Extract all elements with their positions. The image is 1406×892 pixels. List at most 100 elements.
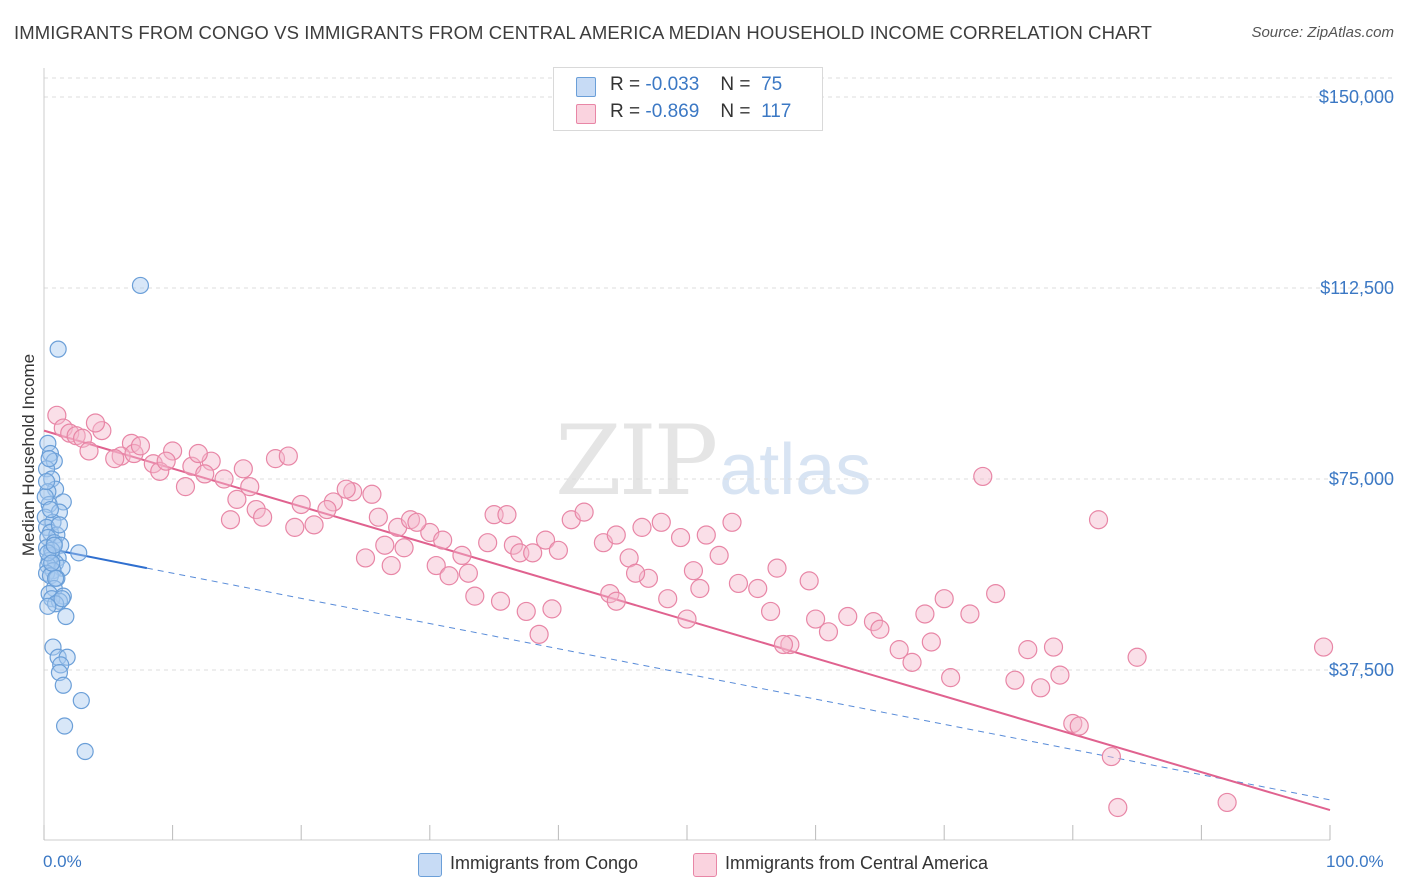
point-central-america (600, 583, 620, 604)
point-central-america (523, 543, 543, 563)
point-congo (49, 340, 67, 358)
point-congo (44, 638, 62, 656)
point-central-america (465, 586, 485, 606)
correlation-legend: R = -0.033 N = 75 R = -0.869 N = 117 (553, 67, 823, 131)
point-central-america (1108, 797, 1128, 818)
point-central-america (767, 558, 787, 578)
point-congo (39, 434, 57, 452)
point-central-america (233, 459, 253, 479)
point-congo (37, 460, 56, 478)
series-congo (36, 276, 150, 761)
point-central-america (1101, 746, 1121, 767)
point-central-america (889, 640, 909, 660)
legend-swatch-central-america (693, 853, 717, 877)
point-central-america (606, 525, 626, 545)
point-central-america (1069, 716, 1089, 736)
point-central-america (696, 525, 716, 545)
x-tick-label-max: 100.0% (1326, 852, 1384, 871)
point-central-america (291, 494, 311, 515)
point-central-america (902, 652, 922, 672)
point-congo (50, 516, 69, 534)
point-congo (37, 472, 56, 491)
point-congo (36, 488, 54, 506)
point-central-america (818, 622, 839, 642)
point-central-america (915, 604, 935, 624)
point-central-america (921, 632, 941, 652)
point-central-america (175, 477, 196, 497)
point-congo (40, 450, 58, 468)
point-central-america (188, 443, 208, 464)
point-central-america (658, 589, 678, 609)
point-central-america (92, 421, 112, 441)
point-central-america (130, 436, 151, 456)
point-congo (46, 569, 65, 587)
point-central-america (780, 634, 800, 655)
trendline-central-america (43, 429, 1331, 812)
point-central-america (195, 464, 215, 484)
y-tick-label: $112,500 (1320, 278, 1394, 298)
point-central-america (986, 583, 1006, 604)
legend-n-label: N = (720, 101, 751, 122)
point-central-america (85, 413, 106, 433)
point-central-america (863, 612, 884, 632)
point-central-america (638, 568, 659, 588)
point-congo (53, 590, 71, 608)
point-central-america (516, 601, 536, 622)
point-central-america (683, 561, 704, 581)
point-central-america (709, 545, 729, 566)
point-central-america (375, 535, 395, 555)
point-central-america (1217, 792, 1237, 813)
point-central-america (677, 609, 697, 629)
point-central-america (773, 634, 794, 655)
point-central-america (407, 512, 427, 532)
point-central-america (632, 517, 652, 537)
point-central-america (960, 604, 980, 624)
point-central-america (934, 589, 954, 609)
point-central-america (458, 563, 478, 583)
point-central-america (220, 510, 241, 530)
point-central-america (1031, 678, 1051, 698)
point-central-america (323, 492, 343, 512)
point-central-america (973, 466, 993, 487)
point-congo (50, 663, 69, 682)
point-central-america (799, 571, 819, 591)
point-central-america (156, 451, 176, 471)
point-central-america (1313, 637, 1334, 657)
point-central-america (362, 484, 382, 504)
x-tick-label-min: 0.0% (43, 852, 82, 871)
point-congo (54, 676, 72, 694)
legend-swatch-congo (418, 853, 442, 877)
legend-r-value: -0.033 (645, 74, 700, 95)
point-central-america (1018, 640, 1038, 660)
point-congo (131, 276, 150, 295)
chart-title: IMMIGRANTS FROM CONGO VS IMMIGRANTS FROM… (14, 22, 1153, 43)
legend-r-label: R = (610, 74, 641, 95)
point-central-america (542, 599, 562, 619)
point-central-america (503, 535, 523, 555)
y-tick-label: $37,500 (1328, 660, 1394, 680)
point-central-america (478, 533, 498, 553)
point-congo (41, 500, 60, 519)
point-central-america (426, 555, 446, 576)
series-legend: Immigrants from Congo Immigrants from Ce… (0, 851, 1406, 879)
point-central-america (497, 505, 517, 525)
point-congo (45, 536, 63, 554)
point-central-america (124, 443, 144, 464)
trendline-congo-dashed (146, 567, 1331, 801)
point-central-america (433, 530, 453, 550)
point-central-america (529, 624, 549, 644)
axes (43, 68, 1331, 841)
point-central-america (304, 515, 324, 535)
point-central-america (722, 512, 742, 532)
point-central-america (1050, 665, 1070, 685)
point-central-america (246, 499, 266, 520)
point-central-america (1127, 647, 1147, 667)
point-central-america (227, 489, 247, 509)
point-central-america (79, 441, 99, 461)
legend-swatch-congo (576, 77, 596, 97)
source-label: Source: ZipAtlas.com (1251, 24, 1394, 41)
series-central-america (47, 405, 1334, 818)
point-congo (72, 691, 90, 710)
point-central-america (490, 591, 511, 611)
